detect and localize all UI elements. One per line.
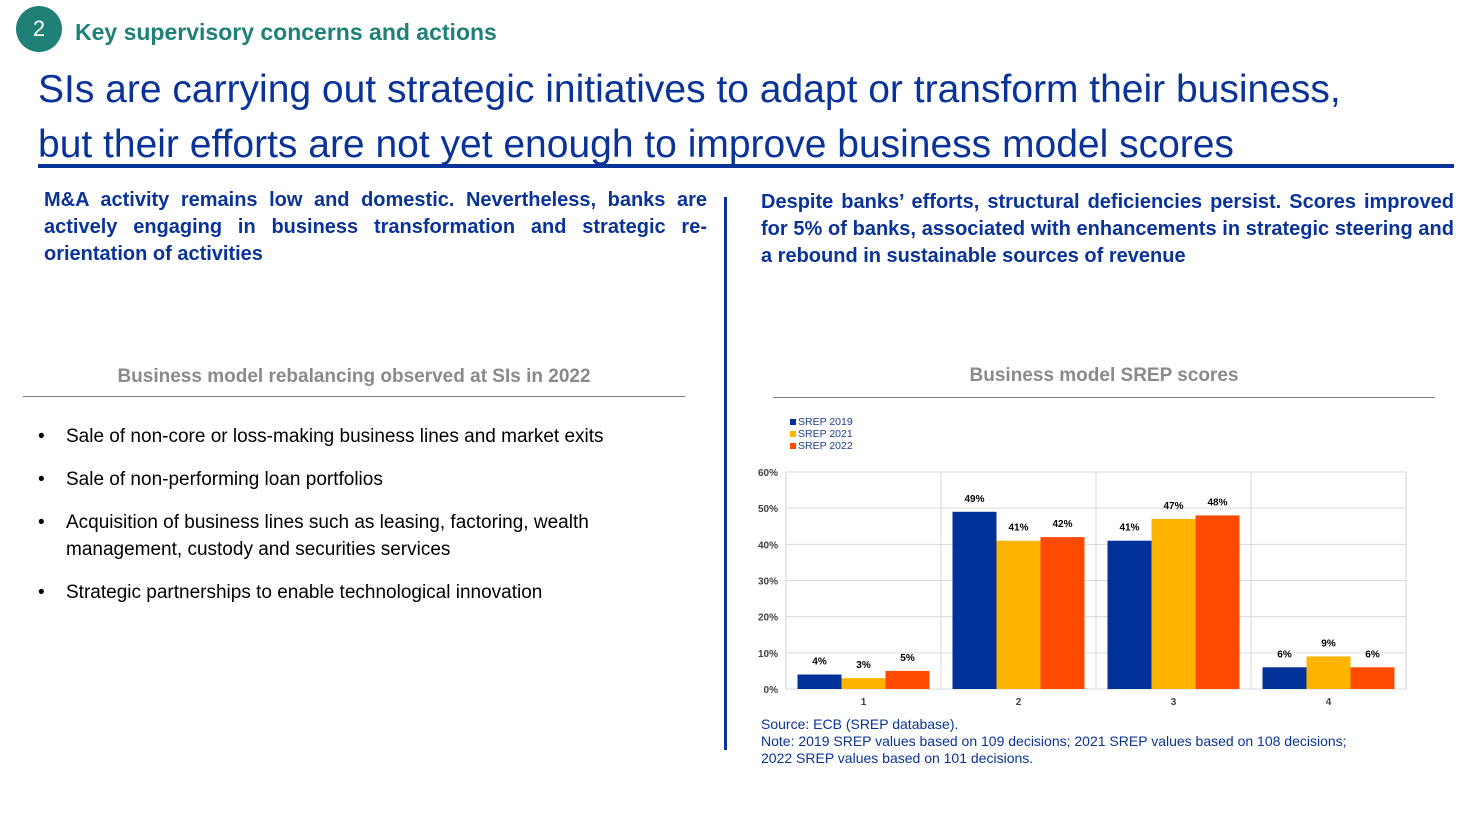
legend-swatch — [790, 431, 796, 437]
legend-swatch — [790, 443, 796, 449]
bullet-text: Acquisition of business lines such as le… — [66, 512, 589, 560]
bar — [952, 511, 997, 689]
bullet-icon: • — [38, 582, 45, 603]
data-label: 47% — [1163, 501, 1183, 512]
bar — [1195, 515, 1240, 689]
data-label: 6% — [1277, 649, 1292, 660]
left-intro-text: M&A activity remains low and domestic. N… — [44, 189, 707, 265]
page-title: SIs are carrying out strategic initiativ… — [38, 62, 1458, 172]
srep-scores-bar-chart: 0%10%20%30%40%50%60%14% 3%5%249%41% 42%341… — [758, 416, 1407, 708]
page-title-line-2: but their efforts are not yet enough to … — [38, 123, 1234, 166]
list-item: • Acquisition of business lines such as l… — [38, 509, 698, 563]
decisions-note-line-1: Note: 2019 SREP values based on 109 deci… — [761, 733, 1347, 749]
bar — [996, 540, 1041, 689]
section-title: Key supervisory concerns and actions — [75, 19, 497, 45]
title-underline — [38, 164, 1454, 168]
y-tick-label: 30% — [758, 577, 778, 588]
data-label: 42% — [1052, 519, 1072, 530]
left-panel-title: Business model rebalancing observed at S… — [117, 366, 591, 387]
bullet-text: Sale of non-performing loan portfolios — [66, 469, 383, 490]
bar — [1040, 537, 1085, 689]
y-tick-label: 60% — [758, 468, 778, 479]
bullet-icon: • — [38, 426, 45, 447]
legend-label: SREP 2022 — [798, 440, 853, 452]
list-item: • Sale of non-performing loan portfolios — [38, 466, 698, 493]
bar — [885, 670, 930, 689]
bullet-icon: • — [38, 469, 45, 490]
right-panel-rule — [773, 397, 1435, 398]
bullet-icon: • — [38, 512, 45, 533]
chart-notes: Source: ECB (SREP database). Note: 2019 … — [761, 716, 1451, 767]
section-number-badge: 2 — [16, 6, 62, 52]
data-label: 48% — [1207, 497, 1227, 508]
bar — [1306, 656, 1351, 689]
y-tick-label: 50% — [758, 504, 778, 515]
legend-swatch — [790, 419, 796, 425]
bullet-text: Sale of non-core or loss-making business… — [66, 426, 604, 447]
data-label: 49% — [964, 494, 984, 505]
data-label: 41% — [1119, 523, 1139, 534]
x-tick-label: 4 — [1326, 697, 1332, 708]
bar — [1262, 667, 1307, 689]
data-label: 5% — [900, 653, 915, 664]
y-tick-label: 20% — [758, 613, 778, 624]
data-label: 3% — [856, 660, 871, 671]
decisions-note-line-2: 2022 SREP values based on 101 decisions. — [761, 750, 1034, 766]
legend-label: SREP 2021 — [798, 428, 853, 440]
y-tick-label: 0% — [764, 685, 779, 696]
data-label: 41% — [1008, 523, 1028, 534]
bar — [841, 678, 886, 689]
list-item: • Sale of non-core or loss-making busines… — [38, 423, 698, 450]
bullet-list: • Sale of non-core or loss-making busines… — [38, 423, 698, 622]
left-panel-rule — [23, 396, 685, 397]
bullet-text: Strategic partnerships to enable technol… — [66, 582, 543, 603]
right-intro-text: Despite banks’ efforts, structural defic… — [761, 191, 1454, 267]
data-label: 6% — [1365, 649, 1380, 660]
bar — [1107, 540, 1152, 689]
column-divider — [724, 197, 727, 750]
bar — [1350, 667, 1395, 689]
data-label: 9% — [1321, 638, 1336, 649]
chart-title: Business model SREP scores — [969, 365, 1239, 386]
x-tick-label: 3 — [1171, 697, 1177, 708]
x-tick-label: 1 — [861, 697, 867, 708]
y-tick-label: 40% — [758, 540, 778, 551]
list-item: • Strategic partnerships to enable techno… — [38, 579, 698, 606]
bar — [797, 674, 842, 689]
data-label: 4% — [812, 657, 827, 668]
bar — [1151, 519, 1196, 689]
legend-label: SREP 2019 — [798, 416, 853, 428]
page-title-line-1: SIs are carrying out strategic initiativ… — [38, 68, 1341, 111]
source-note: Source: ECB (SREP database). — [761, 716, 959, 732]
y-tick-label: 10% — [758, 649, 778, 660]
x-tick-label: 2 — [1016, 697, 1022, 708]
